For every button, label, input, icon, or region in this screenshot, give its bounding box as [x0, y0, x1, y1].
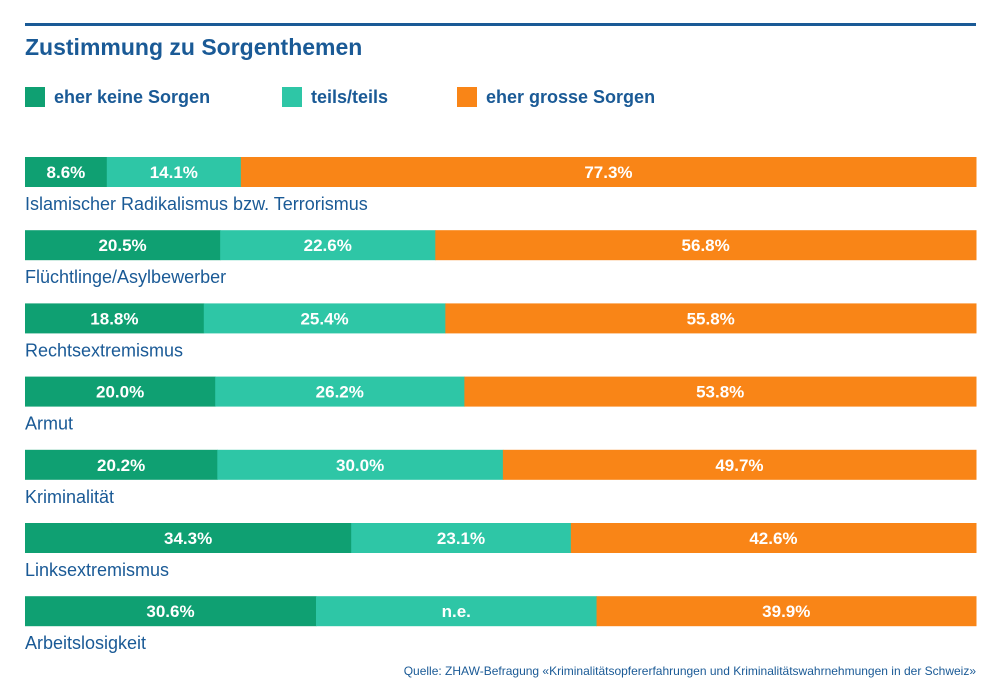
- legend-item-high: eher grosse Sorgen: [457, 86, 655, 108]
- category-label-3: Armut: [25, 414, 73, 434]
- bar-value-label-mid-4: 30.0%: [336, 456, 384, 475]
- bar-segment-mid-2: [203, 303, 446, 334]
- bar-value-label-high-6: 39.9%: [762, 602, 810, 621]
- bar-segment-mid-6: [316, 596, 598, 627]
- source-note: Quelle: ZHAW-Befragung «Kriminalitätsopf…: [403, 664, 976, 678]
- category-label-6: Arbeitslosigkeit: [25, 633, 146, 653]
- legend-label-high: eher grosse Sorgen: [486, 86, 656, 107]
- legend-item-low: eher keine Sorgen: [25, 86, 210, 108]
- bar-value-label-low-4: 20.2%: [97, 456, 145, 475]
- category-label-0: Islamischer Radikalismus bzw. Terrorismu…: [25, 194, 368, 214]
- bar-segment-mid-4: [217, 449, 504, 480]
- bar-segment-low-2: [25, 303, 205, 334]
- bar-value-label-mid-2: 25.4%: [300, 309, 348, 328]
- bar-segment-low-0: [25, 157, 108, 187]
- bar-value-label-mid-0: 14.1%: [150, 163, 198, 182]
- bar-segment-low-6: [25, 596, 317, 627]
- bar-segment-mid-3: [215, 376, 465, 407]
- legend: eher keine Sorgen teils/teils eher gross…: [25, 86, 976, 108]
- category-label-1: Flüchtlinge/Asylbewerber: [25, 267, 226, 287]
- bar-value-label-low-3: 20.0%: [96, 383, 144, 402]
- bar-value-label-low-5: 34.3%: [164, 529, 212, 548]
- bar-segment-high-0: [240, 157, 977, 187]
- bar-segment-high-2: [445, 303, 977, 334]
- legend-swatch-high: [457, 87, 477, 107]
- legend-label-low: eher keine Sorgen: [54, 86, 211, 107]
- bar-value-label-high-4: 49.7%: [715, 456, 763, 475]
- legend-swatch-mid: [282, 87, 302, 107]
- legend-item-mid: teils/teils: [282, 86, 388, 108]
- bar-value-label-low-2: 18.8%: [90, 309, 138, 328]
- bar-segment-low-4: [25, 449, 218, 480]
- category-label-2: Rechtsextremismus: [25, 340, 183, 360]
- bar-segment-high-6: [596, 596, 977, 627]
- bar-value-label-low-6: 30.6%: [146, 602, 194, 621]
- bar-segment-mid-5: [351, 523, 572, 553]
- bar-value-label-low-0: 8.6%: [47, 163, 86, 182]
- bar-value-label-high-5: 42.6%: [749, 529, 797, 548]
- bar-segment-high-3: [464, 376, 977, 407]
- bar-value-label-low-1: 20.5%: [98, 236, 146, 255]
- bar-value-label-high-0: 77.3%: [584, 163, 632, 182]
- bar-value-label-mid-3: 26.2%: [316, 383, 364, 402]
- bar-value-label-high-2: 55.8%: [687, 309, 735, 328]
- legend-label-mid: teils/teils: [311, 86, 389, 107]
- bar-value-label-mid-6: n.e.: [442, 602, 471, 621]
- category-label-5: Linksextremismus: [25, 560, 169, 580]
- bar-segment-low-3: [25, 376, 216, 407]
- bar-value-label-mid-1: 22.6%: [304, 236, 352, 255]
- bar-value-label-high-3: 53.8%: [696, 383, 744, 402]
- bar-value-label-high-1: 56.8%: [682, 236, 730, 255]
- category-label-4: Kriminalität: [25, 487, 114, 507]
- bar-segment-mid-0: [106, 157, 242, 187]
- legend-swatch-low: [25, 87, 45, 107]
- bar-segment-mid-1: [220, 230, 436, 261]
- bar-segment-low-1: [25, 230, 221, 261]
- bar-segment-high-4: [502, 449, 977, 480]
- top-rule: [25, 23, 976, 26]
- bar-value-label-mid-5: 23.1%: [437, 529, 485, 548]
- bar-segment-high-5: [570, 523, 977, 553]
- chart-title: Zustimmung zu Sorgenthemen: [25, 34, 363, 60]
- bar-segment-low-5: [25, 523, 352, 553]
- bar-segment-high-1: [435, 230, 977, 261]
